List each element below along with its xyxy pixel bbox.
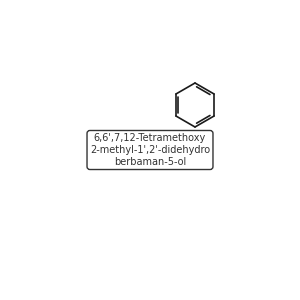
Text: 6,6',7,12-Tetramethoxy
2-methyl-1',2'-didehydro
berbaman-5-ol: 6,6',7,12-Tetramethoxy 2-methyl-1',2'-di… [90, 134, 210, 166]
